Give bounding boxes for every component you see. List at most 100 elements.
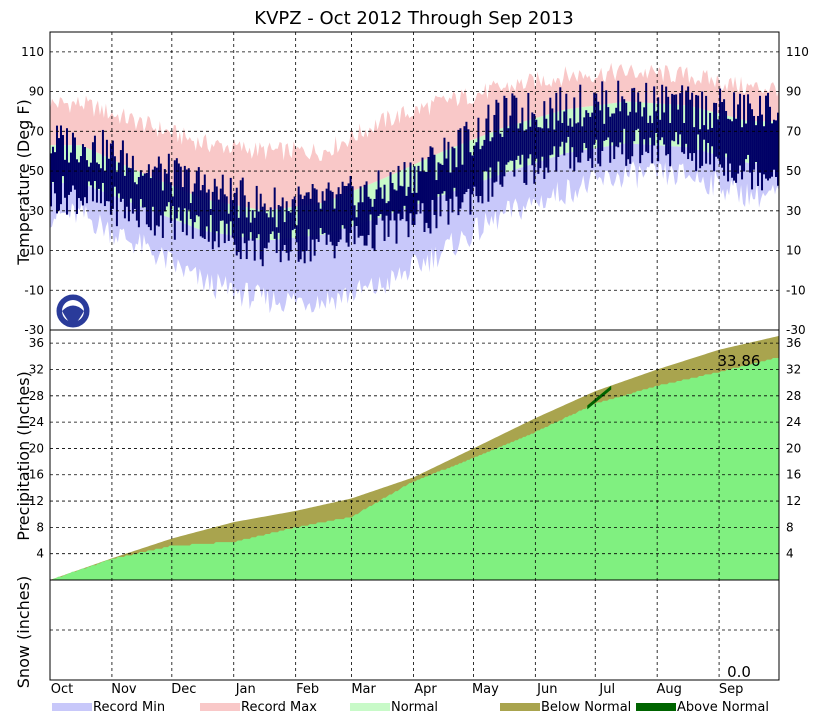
observed-temp-bar <box>419 171 422 214</box>
observed-temp-bar <box>677 109 680 145</box>
observed-temp-bar <box>663 112 666 145</box>
legend-label: Record Min <box>93 700 165 715</box>
observed-temp-bar <box>71 132 74 186</box>
observed-temp-bar <box>259 193 262 260</box>
observed-temp-bar <box>69 152 72 192</box>
observed-temp-bar <box>131 155 134 214</box>
observed-temp-bar <box>109 143 112 215</box>
temperature-panel <box>50 62 779 314</box>
observed-temp-bar <box>359 186 362 236</box>
observed-temp-bar <box>691 92 694 161</box>
observed-temp-bar <box>437 162 440 195</box>
observed-temp-bar <box>667 96 670 155</box>
observed-temp-bar <box>469 152 472 215</box>
observed-temp-bar <box>177 163 180 208</box>
observed-temp-bar <box>89 162 92 186</box>
precip-above-normal-area <box>587 385 612 410</box>
observed-temp-bar <box>645 82 648 152</box>
observed-temp-bar <box>241 177 244 234</box>
observed-temp-bar <box>59 125 62 205</box>
observed-temp-bar <box>517 128 520 156</box>
observed-temp-bar <box>255 185 258 239</box>
observed-temp-bar <box>75 159 78 214</box>
precipitation-tick-left: 12 <box>29 494 44 508</box>
observed-temp-bar <box>367 196 370 236</box>
observed-temp-bar <box>587 112 590 161</box>
month-tick-label: Nov <box>111 682 137 697</box>
observed-temp-bar <box>213 178 216 242</box>
observed-temp-bar <box>513 95 516 177</box>
observed-temp-bar <box>687 86 690 160</box>
observed-temp-bar <box>697 95 700 135</box>
observed-temp-bar <box>93 135 96 182</box>
observed-temp-bar <box>353 205 356 245</box>
temperature-tick-right: 10 <box>786 244 801 258</box>
observed-temp-bar <box>347 183 350 247</box>
temperature-tick-left: 30 <box>29 204 44 218</box>
observed-temp-bar <box>679 93 682 135</box>
observed-temp-bar <box>51 146 54 182</box>
observed-temp-bar <box>561 122 564 142</box>
month-tick-label: May <box>472 682 499 697</box>
observed-temp-bar <box>317 202 320 242</box>
observed-temp-bar <box>583 117 586 143</box>
precipitation-tick-left: 32 <box>29 362 44 376</box>
observed-temp-bar <box>741 127 744 180</box>
observed-temp-bar <box>243 195 246 244</box>
observed-temp-bar <box>133 182 136 209</box>
precipitation-tick-right: 4 <box>786 547 794 561</box>
observed-temp-bar <box>637 92 640 129</box>
observed-temp-bar <box>765 95 768 179</box>
observed-temp-bar <box>755 125 758 162</box>
observed-temp-bar <box>221 174 224 221</box>
observed-temp-bar <box>161 190 164 238</box>
observed-temp-bar <box>149 178 152 231</box>
observed-temp-bar <box>451 146 454 213</box>
observed-temp-bar <box>55 125 58 214</box>
observed-temp-bar <box>357 202 360 238</box>
observed-temp-bar <box>417 165 420 201</box>
observed-temp-bar <box>113 156 116 187</box>
snow-total-label: 0.0 <box>727 663 751 681</box>
precipitation-tick-left: 24 <box>29 415 44 429</box>
observed-temp-bar <box>743 94 746 172</box>
observed-temp-bar <box>647 122 650 154</box>
precipitation-tick-left: 36 <box>29 336 44 350</box>
observed-temp-bar <box>551 108 554 155</box>
observed-temp-bar <box>591 112 594 168</box>
observed-temp-bar <box>721 101 724 168</box>
observed-temp-bar <box>433 154 436 215</box>
observed-temp-bar <box>263 203 266 249</box>
observed-temp-bar <box>301 199 304 252</box>
observed-temp-bar <box>447 141 450 225</box>
observed-temp-bar <box>559 87 562 147</box>
observed-temp-bar <box>671 93 674 141</box>
observed-temp-bar <box>731 121 734 178</box>
precipitation-tick-left: 8 <box>36 520 44 534</box>
observed-temp-bar <box>569 118 572 169</box>
observed-temp-bar <box>169 182 172 224</box>
observed-temp-bar <box>331 191 334 246</box>
observed-temp-bar <box>439 163 442 217</box>
month-tick-label: Jan <box>235 682 256 697</box>
observed-temp-bar <box>491 137 494 197</box>
observed-temp-bar <box>471 155 474 195</box>
observed-temp-bar <box>597 101 600 164</box>
observed-temp-bar <box>207 189 210 242</box>
observed-temp-bar <box>661 84 664 138</box>
observed-temp-bar <box>227 213 230 241</box>
observed-temp-bar <box>355 217 358 226</box>
observed-temp-bar <box>515 97 518 160</box>
observed-temp-bar <box>725 110 728 154</box>
observed-temp-bar <box>465 121 468 193</box>
observed-temp-bar <box>717 119 720 159</box>
legend-swatch <box>52 703 92 711</box>
observed-temp-bar <box>493 114 496 183</box>
observed-temp-bar <box>267 217 270 243</box>
observed-temp-bar <box>199 190 202 237</box>
observed-temp-bar <box>281 197 284 251</box>
observed-temp-bar <box>123 175 126 219</box>
observed-temp-bar <box>77 162 80 199</box>
observed-temp-bar <box>473 145 476 187</box>
